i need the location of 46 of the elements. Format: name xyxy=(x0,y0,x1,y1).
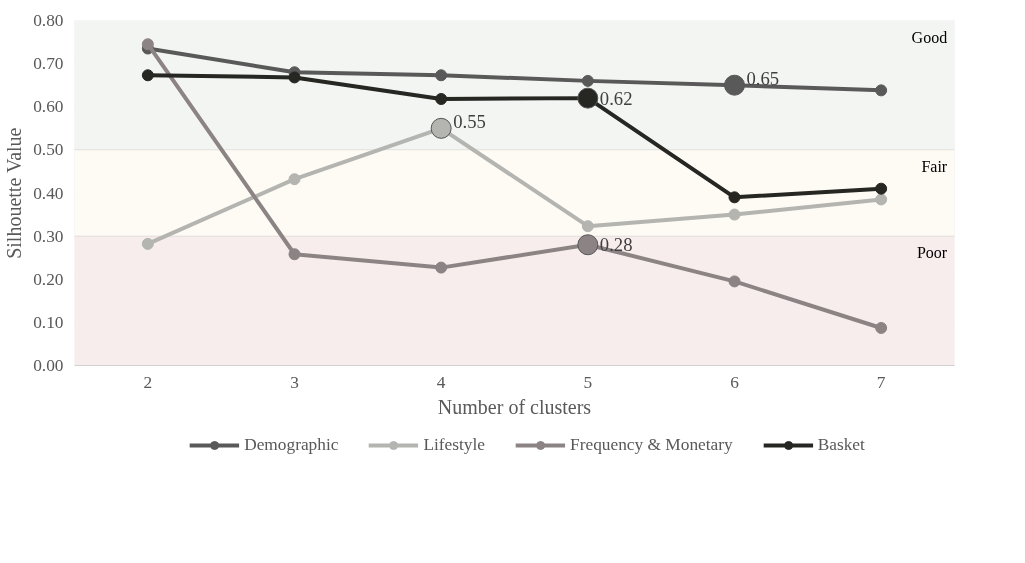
data-label: 0.65 xyxy=(746,68,780,90)
y-axis-title: Silhouette Value xyxy=(3,127,26,259)
point xyxy=(141,237,154,250)
y-tick-label: 0.50 xyxy=(33,140,64,160)
legend-label: Basket xyxy=(817,435,865,455)
y-tick-label: 0.40 xyxy=(33,183,64,203)
legend-label: Demographic xyxy=(244,435,339,455)
point xyxy=(435,261,448,274)
x-tick-label: 3 xyxy=(290,372,299,392)
y-tick-label: 0.10 xyxy=(33,312,64,332)
y-tick-label: 0.00 xyxy=(33,356,64,375)
point xyxy=(581,220,594,233)
point xyxy=(728,191,741,204)
band-label: Fair xyxy=(921,157,948,175)
point xyxy=(875,84,888,97)
point xyxy=(875,193,888,206)
point xyxy=(141,38,154,51)
point xyxy=(288,71,301,84)
y-tick-label: 0.30 xyxy=(33,226,64,246)
point xyxy=(141,69,154,82)
y-tick-label: 0.20 xyxy=(33,269,64,289)
data-label: 0.28 xyxy=(599,234,633,256)
point xyxy=(875,321,888,334)
point xyxy=(288,173,301,186)
legend-label: Frequency & Monetary xyxy=(570,435,733,455)
x-tick-label: 2 xyxy=(143,372,153,392)
band-label: Good xyxy=(911,28,948,46)
y-tick-label: 0.80 xyxy=(33,11,64,30)
y-tick-label: 0.70 xyxy=(33,54,64,74)
data-label: 0.55 xyxy=(453,111,486,133)
point xyxy=(581,74,594,87)
x-tick-label: 7 xyxy=(876,372,886,392)
point xyxy=(728,275,741,288)
x-tick-label: 5 xyxy=(583,372,593,392)
point xyxy=(288,248,301,261)
x-tick-label: 4 xyxy=(436,372,446,392)
point xyxy=(875,182,888,195)
band-label: Poor xyxy=(916,244,948,262)
point xyxy=(435,93,448,105)
legend-label: Lifestyle xyxy=(423,435,486,455)
point xyxy=(435,69,448,82)
point xyxy=(728,208,741,221)
y-tick-label: 0.60 xyxy=(33,97,64,117)
x-axis-title: Number of clusters xyxy=(437,395,592,418)
data-label: 0.62 xyxy=(599,87,633,109)
x-tick-label: 6 xyxy=(730,372,740,392)
